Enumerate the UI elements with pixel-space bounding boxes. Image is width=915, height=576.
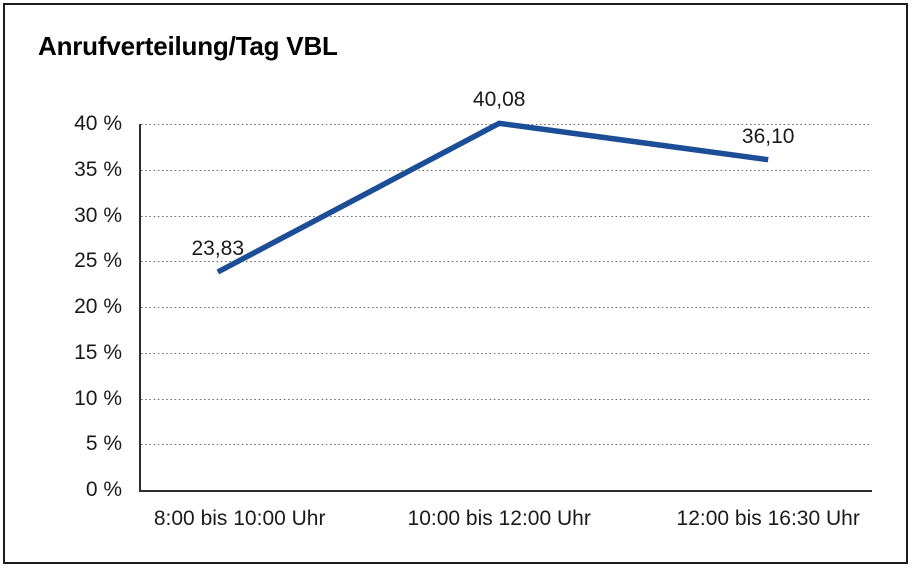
y-tick-label-35: 35 %: [74, 157, 122, 181]
x-tick-label-0: 8:00 bis 10:00 Uhr: [153, 507, 326, 530]
y-tick-label-30: 30 %: [74, 203, 122, 227]
x-tick-label-1: 10:00 bis 12:00 Uhr: [407, 507, 591, 530]
plot-area: [139, 120, 872, 492]
y-tick-label-25: 25 %: [74, 249, 122, 273]
y-tick-label-5: 5 %: [85, 432, 122, 456]
y-tick-label-20: 20 %: [74, 295, 122, 318]
y-tick-label-10: 10 %: [74, 386, 122, 410]
chart-title: Anrufverteilung/Tag VBL: [38, 31, 338, 61]
chart-frame: [3, 3, 908, 564]
y-tick-label-40: 40 %: [74, 112, 122, 135]
value-label-0: 23,83: [191, 236, 245, 260]
chart-canvas: [141, 120, 872, 445]
y-tick-label-15: 15 %: [74, 340, 122, 364]
data-line: [216, 120, 769, 275]
value-label-1: 40,08: [472, 88, 526, 112]
y-tick-label-0: 0 %: [85, 478, 122, 501]
x-tick-label-2: 12:00 bis 16:30 Uhr: [676, 507, 860, 530]
value-label-2: 36,10: [741, 124, 795, 148]
